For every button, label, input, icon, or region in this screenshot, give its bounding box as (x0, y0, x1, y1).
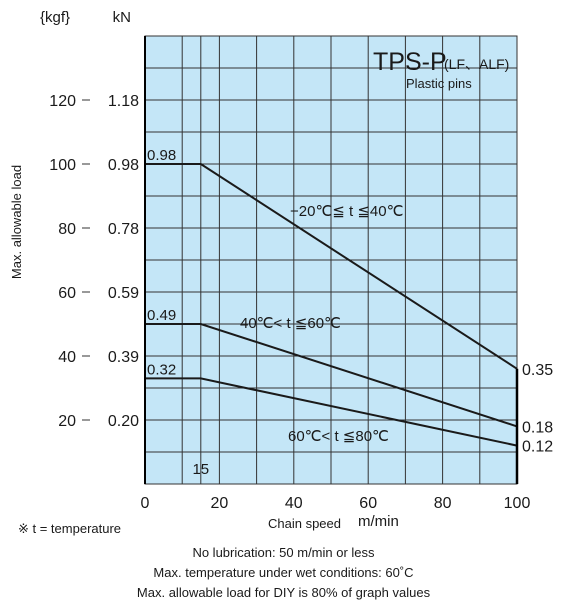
x-axis-title: Chain speed (268, 516, 341, 531)
series-line-2 (145, 377, 518, 447)
series-line-1 (145, 323, 518, 428)
chart-title-suffix: (LF、ALF) (444, 56, 509, 72)
note-temperature: Max. temperature under wet conditions: 6… (153, 565, 414, 580)
series-start-label: 0.49 (147, 307, 176, 324)
x-tick-label: 0 (141, 495, 150, 512)
note-diy: Max. allowable load for DIY is 80% of gr… (136, 585, 431, 600)
y-tick-label-kgf: 120 (49, 93, 76, 110)
y-tick-label-kn: 0.98 (108, 157, 139, 174)
y-tick-label-kn: 0.39 (108, 349, 139, 366)
chart-subtitle: Plastic pins (406, 76, 472, 91)
y-axis-title: Max. allowable load (9, 165, 24, 279)
chart-title: TPS-P (373, 48, 447, 76)
series-lines (145, 163, 518, 447)
y-tick-label-kn: 0.78 (108, 221, 139, 238)
y-tick-label-kn: 0.59 (108, 285, 139, 302)
y-unit-kgf: {kgf} (40, 9, 70, 26)
chart-labels: 0 20 40 60 80 100 20 0.20 40 0.39 60 0.59 80 0.78 100 0… (9, 9, 553, 531)
y-tick-label-kgf: 20 (58, 413, 76, 430)
x-tick-label: 80 (434, 495, 452, 512)
footnote: ※ t = temperature (18, 521, 122, 536)
series-name-label: 40℃< t ≦60℃ (240, 315, 341, 332)
series-line-0 (145, 163, 518, 370)
y-tick-label-kgf: 80 (58, 221, 76, 238)
y-tick-label-kgf: 60 (58, 285, 76, 302)
axes (144, 36, 519, 484)
y-tick-label-kgf: 100 (49, 157, 76, 174)
grid (144, 35, 518, 485)
series-end-label: 0.18 (522, 419, 553, 436)
y-tick-label-kgf: 40 (58, 349, 76, 366)
marker-label-15: 15 (192, 461, 209, 478)
series-end-label: 0.35 (522, 362, 553, 379)
x-tick-label: 100 (504, 495, 531, 512)
series-name-label: 60℃< t ≦80℃ (288, 428, 389, 445)
y-unit-kn: kN (113, 9, 131, 26)
x-tick-label: 40 (285, 495, 303, 512)
x-tick-label: 60 (359, 495, 377, 512)
series-end-label: 0.12 (522, 439, 553, 456)
y-tick-label-kn: 1.18 (108, 93, 139, 110)
series-start-label: 0.32 (147, 361, 176, 378)
note-lubrication: No lubrication: 50 m/min or less (192, 545, 375, 560)
x-tick-label: 20 (211, 495, 229, 512)
y-tick-label-kn: 0.20 (108, 413, 139, 430)
series-start-label: 0.98 (147, 147, 176, 164)
x-axis-unit: m/min (358, 513, 399, 530)
series-name-label: −20℃≦ t ≦40℃ (290, 203, 403, 220)
